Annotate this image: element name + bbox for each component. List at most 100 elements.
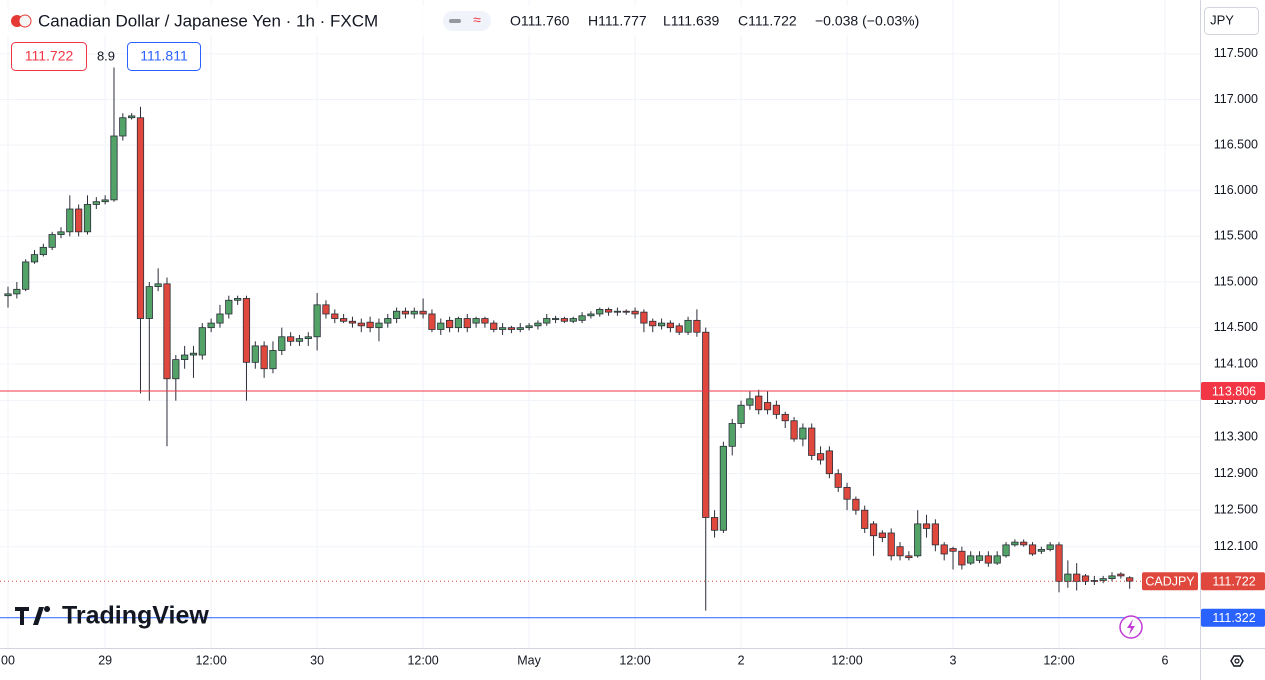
candle-body [878, 532, 886, 538]
candle-body [242, 298, 251, 363]
candle-body [384, 318, 392, 324]
candle-body [75, 208, 83, 233]
candle-body [808, 427, 816, 456]
sell-price[interactable]: 111.722 [25, 48, 74, 64]
candle-body [1090, 580, 1098, 582]
candle-body [4, 293, 12, 297]
x-tick-label: 3 [950, 653, 957, 667]
candle-body [905, 555, 913, 559]
candle-body [790, 420, 798, 440]
candle-body [322, 304, 330, 315]
x-tick-label: 29 [98, 653, 112, 667]
x-tick-label: 12:00 [195, 653, 226, 667]
candle-body [348, 320, 357, 324]
candle-body [649, 320, 657, 327]
candle-body [198, 327, 206, 356]
candle-body [1108, 575, 1116, 580]
plot [0, 67, 1200, 619]
candle-body [295, 338, 304, 342]
candle-body [1064, 573, 1072, 582]
candle-body [772, 404, 780, 415]
candle-body [181, 354, 189, 360]
candle-body [1081, 575, 1090, 582]
header: Canadian Dollar / Japanese Yen · 1h · FX… [0, 6, 940, 71]
candle-body [1055, 544, 1063, 582]
candle-body [949, 548, 957, 552]
logo: TradingView [15, 602, 209, 630]
settings-icon[interactable] [1230, 655, 1244, 667]
symbol-title[interactable]: Canadian Dollar / Japanese Yen · 1h · FX… [38, 11, 378, 30]
x-tick-label: 2 [738, 653, 745, 667]
toggle[interactable] [443, 11, 491, 31]
candle-body [269, 350, 277, 370]
candle-body [684, 319, 692, 333]
candle-body [958, 550, 966, 566]
candle-body [1011, 541, 1019, 546]
candle-body [1099, 578, 1107, 581]
candle-body [737, 404, 745, 424]
y-tick-label: 113.300 [1214, 429, 1258, 443]
candle-body [534, 322, 542, 327]
candle-body [755, 395, 763, 411]
candle-body [39, 246, 47, 256]
ohlc-high: H111.777 [588, 13, 647, 29]
price-label-box [1201, 572, 1265, 591]
candle-body [340, 318, 348, 322]
candle-body [304, 336, 312, 340]
candle-body [1073, 573, 1081, 582]
ohlc-change: −0.038 (−0.03%) [815, 13, 919, 29]
candle-body [278, 336, 286, 351]
candle-body [498, 327, 507, 330]
x-tick-label: 6 [1162, 653, 1169, 667]
price-label: 113.806 [1212, 384, 1256, 398]
currency-button[interactable] [1204, 7, 1259, 35]
sell-button[interactable] [11, 42, 87, 71]
candle-body [48, 234, 56, 248]
candle-body [1028, 544, 1037, 555]
candle-body [728, 423, 736, 447]
candle-body [163, 283, 171, 380]
candle-body [940, 544, 948, 555]
candle-body [313, 304, 321, 338]
candle-body [331, 313, 339, 319]
candle-body [622, 310, 630, 313]
candle-body [657, 322, 666, 327]
y-tick-label: 117.000 [1214, 92, 1258, 106]
x-tick-label: 30 [310, 653, 324, 667]
x-tick-label: 12:00 [1043, 653, 1074, 667]
candle-body [375, 322, 383, 329]
axes: 117.500 117.000 116.500 116.000 115.500 115.0… [1, 46, 1265, 667]
ohlc-close: C111.722 [738, 13, 797, 29]
symbol-flag [18, 14, 32, 28]
candle-body [463, 318, 471, 329]
grid [0, 0, 1200, 648]
y-tick-label: 112.100 [1214, 539, 1258, 553]
candle-body [825, 450, 833, 475]
candle-body [101, 199, 109, 203]
candle-body [587, 313, 595, 317]
toggle-icon [449, 19, 461, 23]
candle-body [57, 231, 65, 235]
settings-icon-dot [1234, 658, 1240, 664]
candle-body [578, 315, 586, 321]
candle-body [967, 555, 975, 564]
candle-body [260, 345, 268, 370]
candle-body [437, 322, 445, 330]
candle-body [666, 322, 675, 329]
candle-body [1117, 573, 1125, 577]
candle-body [640, 311, 648, 324]
candle-body [869, 523, 878, 537]
candle-body [145, 286, 153, 319]
x-tick-label: May [517, 653, 541, 667]
candle-body [746, 398, 754, 406]
currency[interactable]: JPY [1210, 12, 1234, 27]
buy-button[interactable] [127, 42, 201, 71]
candle-body [454, 318, 463, 329]
buy-price[interactable]: 111.811 [140, 48, 188, 64]
candle-body [596, 308, 604, 315]
candle-body [22, 261, 30, 290]
candle-body [119, 117, 127, 137]
price-label: 111.322 [1212, 611, 1255, 625]
y-tick-label: 116.500 [1214, 137, 1258, 151]
